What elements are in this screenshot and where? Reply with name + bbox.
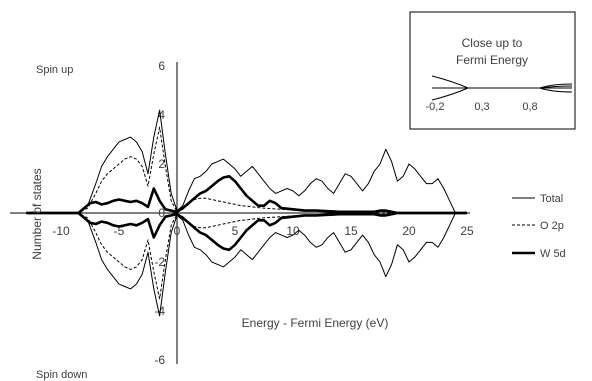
- series-layer: [26, 109, 467, 317]
- y-axis-title: Number of states: [30, 168, 44, 259]
- series-o-2p-spin-up-line: [26, 126, 467, 214]
- legend-o2p-label: O 2p: [540, 220, 564, 232]
- y-tick-label: -6: [154, 353, 165, 367]
- inset-tick-label: 0,3: [474, 101, 489, 113]
- legend: Total O 2p W 5d: [512, 193, 566, 260]
- inset-title-line-2: Fermi Energy: [456, 53, 528, 67]
- x-tick-label: 20: [402, 224, 416, 238]
- spin-down-label: Spin down: [36, 369, 87, 381]
- inset-closeup: Close up to Fermi Energy -0,2 0,3 0,8: [409, 11, 576, 130]
- inset-frame: [409, 11, 576, 130]
- series-w-5d-spin-up-line: [26, 175, 467, 215]
- legend-total-label: Total: [540, 193, 563, 205]
- y-tick-label: 0: [158, 206, 165, 220]
- inset-curve-left-upper: [431, 75, 469, 89]
- spin-up-label: Spin up: [36, 64, 73, 76]
- y-tick-label: -2: [154, 255, 165, 269]
- x-tick-label: 15: [344, 224, 358, 238]
- x-tick-label: 5: [232, 224, 239, 238]
- inset-tick-label: -0,2: [426, 101, 445, 113]
- inset-curve-left-lower: [431, 87, 469, 101]
- inset-curve-right-mid: [539, 85, 573, 89]
- series-total-spin-down-line: [26, 212, 467, 317]
- inset-tick-label: 0,8: [522, 101, 537, 113]
- series-o-2p-spin-down-line: [26, 212, 467, 300]
- x-tick-label: 0: [174, 224, 181, 238]
- inset-curves: [431, 75, 573, 101]
- y-tick-label: 6: [158, 59, 165, 73]
- x-tick-label: 10: [286, 224, 300, 238]
- y-tick-label: 2: [158, 157, 165, 171]
- y-tick-label: 4: [158, 108, 165, 122]
- x-axis-title: Energy - Fermi Energy (eV): [242, 316, 389, 330]
- legend-w5d-label: W 5d: [540, 248, 566, 260]
- series-total-spin-up-line: [26, 109, 467, 214]
- inset-curve-right-lower: [539, 87, 573, 93]
- inset-title-line-1: Close up to: [462, 36, 523, 50]
- series-w-5d-spin-down-line: [26, 211, 467, 252]
- x-tick-label: 25: [460, 224, 474, 238]
- x-tick-label: -5: [114, 224, 125, 238]
- inset-tick-labels: -0,2 0,3 0,8: [426, 101, 538, 113]
- x-tick-label: -10: [52, 224, 70, 238]
- x-tick-labels: -10 -5 0 5 10 15 20 25: [52, 224, 474, 238]
